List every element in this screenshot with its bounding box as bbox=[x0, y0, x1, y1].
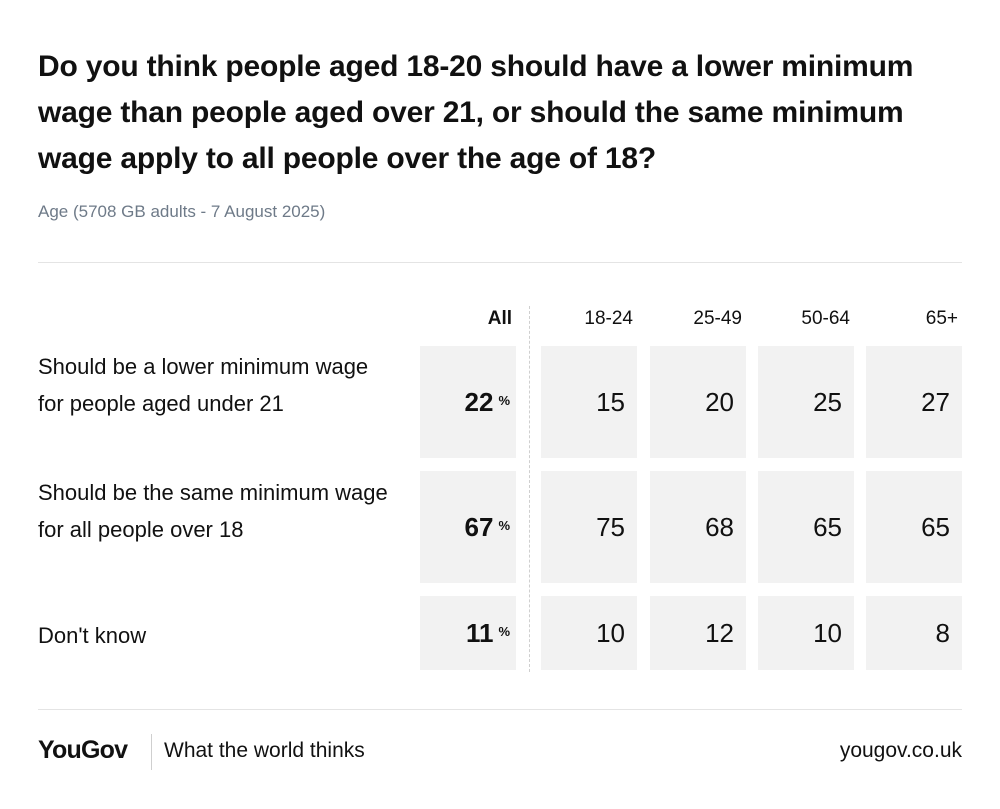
column-header: 65+ bbox=[925, 308, 958, 329]
chart-subtitle: Age (5708 GB adults - 7 August 2025) bbox=[38, 202, 326, 221]
top-divider bbox=[38, 262, 962, 263]
value-text: 8 bbox=[935, 617, 950, 648]
column-header: 25-49 bbox=[693, 308, 742, 329]
footer-separator bbox=[151, 734, 152, 770]
row-label: Don't know bbox=[38, 623, 147, 648]
row-label: Should be the same minimum wage for all … bbox=[38, 480, 388, 542]
cell-all-value: 11% bbox=[420, 596, 516, 670]
cell-value: 25 bbox=[758, 346, 854, 458]
value-text: 68 bbox=[705, 511, 734, 542]
cell-value: 68 bbox=[650, 471, 746, 583]
cell-value: 65 bbox=[758, 471, 854, 583]
cell-value: 75 bbox=[541, 471, 637, 583]
cell-value: 27 bbox=[866, 346, 962, 458]
cell-value: 10 bbox=[541, 596, 637, 670]
yougov-logo: YouGov bbox=[38, 736, 128, 764]
chart-title: Do you think people aged 18-20 should ha… bbox=[38, 50, 914, 175]
value-text: 22 bbox=[464, 386, 494, 417]
cell-value: 10 bbox=[758, 596, 854, 670]
column-header: 50-64 bbox=[801, 308, 850, 329]
value-text: 10 bbox=[596, 617, 625, 648]
value-text: 25 bbox=[813, 386, 842, 417]
cell-all-value: 22% bbox=[420, 346, 516, 458]
footer-site: yougov.co.uk bbox=[839, 739, 962, 762]
value-text: 27 bbox=[921, 386, 950, 417]
value-text: 12 bbox=[705, 617, 734, 648]
footer-tagline: What the world thinks bbox=[164, 739, 365, 762]
all-column-separator bbox=[529, 306, 530, 672]
row-label: Should be a lower minimum wage for peopl… bbox=[38, 354, 369, 416]
value-text: 20 bbox=[705, 386, 734, 417]
percent-sign: % bbox=[498, 392, 510, 408]
cell-value: 12 bbox=[650, 596, 746, 670]
cell-value: 65 bbox=[866, 471, 962, 583]
column-header-all: All bbox=[487, 308, 512, 329]
bottom-divider bbox=[38, 709, 962, 710]
column-header: 18-24 bbox=[584, 308, 633, 329]
value-text: 65 bbox=[813, 511, 842, 542]
cell-value: 15 bbox=[541, 346, 637, 458]
value-text: 67 bbox=[464, 511, 494, 542]
cell-all-value: 67% bbox=[420, 471, 516, 583]
percent-sign: % bbox=[498, 623, 510, 639]
value-text: 11 bbox=[465, 617, 494, 648]
cell-value: 8 bbox=[866, 596, 962, 670]
value-text: 10 bbox=[813, 617, 842, 648]
value-text: 75 bbox=[596, 511, 625, 542]
value-text: 15 bbox=[596, 386, 625, 417]
value-text: 65 bbox=[921, 511, 950, 542]
percent-sign: % bbox=[498, 517, 510, 533]
cell-value: 20 bbox=[650, 346, 746, 458]
